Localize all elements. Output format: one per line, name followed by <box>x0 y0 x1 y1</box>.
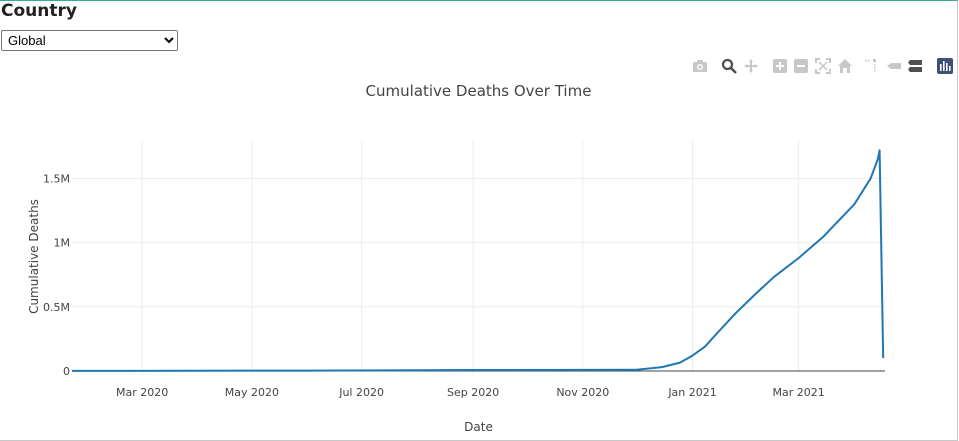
pan-icon[interactable] <box>743 58 759 74</box>
hover-closest-icon[interactable] <box>886 58 902 74</box>
x-tick-label: May 2020 <box>225 386 279 399</box>
country-select[interactable]: Global <box>1 30 178 51</box>
autoscale-icon[interactable] <box>815 58 831 74</box>
zoom-icon[interactable] <box>721 58 737 74</box>
hover-compare-icon[interactable] <box>907 58 923 74</box>
plotly-logo-icon[interactable] <box>937 58 953 74</box>
x-tick-label: Nov 2020 <box>556 386 609 399</box>
y-tick-label: 0 <box>63 365 70 378</box>
zoom-out-icon[interactable] <box>793 58 809 74</box>
x-tick-label: Sep 2020 <box>447 386 499 399</box>
reset-axes-icon[interactable] <box>837 58 853 74</box>
x-tick-label: Mar 2021 <box>773 386 825 399</box>
y-tick-label: 0.5M <box>43 301 70 314</box>
country-label: Country <box>1 1 77 21</box>
x-tick-label: Jul 2020 <box>338 386 384 399</box>
x-tick-label: Mar 2020 <box>116 386 168 399</box>
series-line <box>71 149 885 372</box>
modebar <box>0 58 959 76</box>
spike-lines-icon[interactable] <box>863 58 879 74</box>
y-tick-label: 1M <box>54 237 71 250</box>
y-tick-label: 1.5M <box>43 172 70 185</box>
camera-icon[interactable] <box>692 58 708 74</box>
x-tick-label: Jan 2021 <box>667 386 716 399</box>
chart-title: Cumulative Deaths Over Time <box>366 82 592 100</box>
y-axis-title: Cumulative Deaths <box>27 199 41 314</box>
zoom-in-icon[interactable] <box>772 58 788 74</box>
x-axis-title: Date <box>464 420 493 434</box>
